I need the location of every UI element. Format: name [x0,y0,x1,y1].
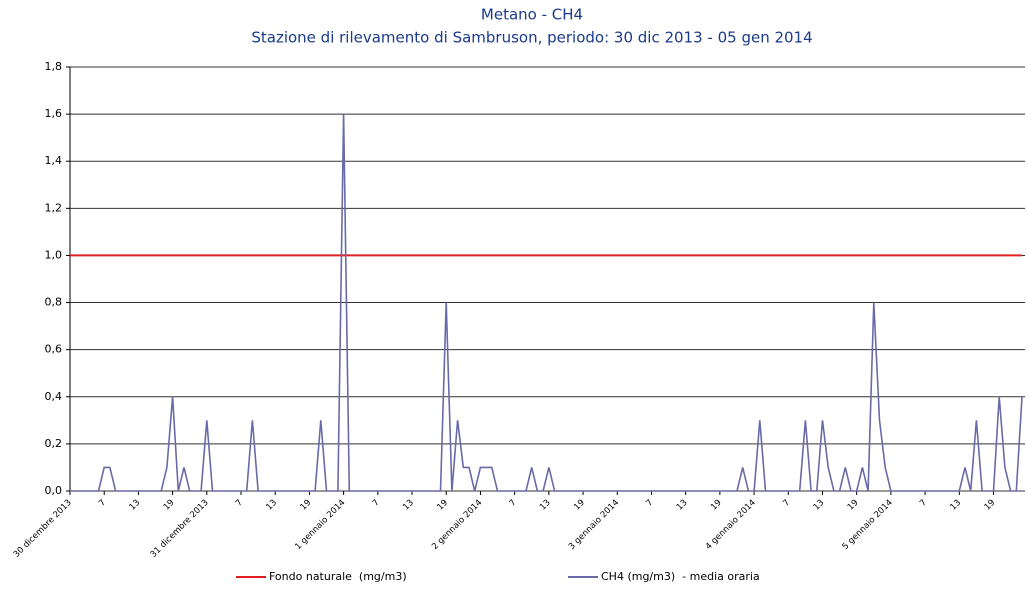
x-tick-label: 7 [371,498,382,509]
x-tick-label: 19 [572,498,587,513]
x-tick-label: 7 [781,498,792,509]
y-tick-label: 1,0 [45,248,63,261]
y-tick-label: 0,0 [45,484,63,497]
y-tick-label: 1,8 [45,60,63,73]
x-tick-label: 19 [162,498,177,513]
x-tick-label: 19 [983,498,998,513]
x-tick-label: 19 [435,498,450,513]
x-tick-label: 7 [508,498,519,509]
x-tick-label: 19 [709,498,724,513]
x-tick-label: 30 dicembre 2013 [12,498,74,560]
x-tick-label: 7 [644,498,655,509]
x-tick-label: 13 [675,498,690,513]
y-tick-label: 1,2 [45,201,63,214]
x-tick-label: 13 [948,498,963,513]
x-tick-label: 13 [264,498,279,513]
y-tick-label: 0,2 [45,437,63,450]
legend-label: Fondo naturale (mg/m3) [269,570,407,583]
x-tick-label: 7 [97,498,108,509]
x-tick-label: 7 [234,498,245,509]
y-tick-label: 0,4 [45,390,63,403]
x-tick-label: 19 [846,498,861,513]
y-tick-label: 1,6 [45,107,63,120]
x-tick-label: 31 dicembre 2013 [149,498,211,560]
legend-label: CH4 (mg/m3) - media oraria [601,570,760,583]
y-tick-label: 0,8 [45,296,63,309]
y-tick-label: 1,4 [45,154,63,167]
x-tick-label: 13 [812,498,827,513]
x-tick-label: 7 [918,498,929,509]
x-tick-label: 13 [128,498,143,513]
chart-subtitle: Stazione di rilevamento di Sambruson, pe… [251,29,812,47]
x-tick-label: 13 [401,498,416,513]
x-tick-label: 13 [538,498,553,513]
series-line [70,114,1023,492]
chart-title: Metano - CH4 [481,6,583,24]
x-tick-label: 19 [299,498,314,513]
y-tick-label: 0,6 [45,343,63,356]
